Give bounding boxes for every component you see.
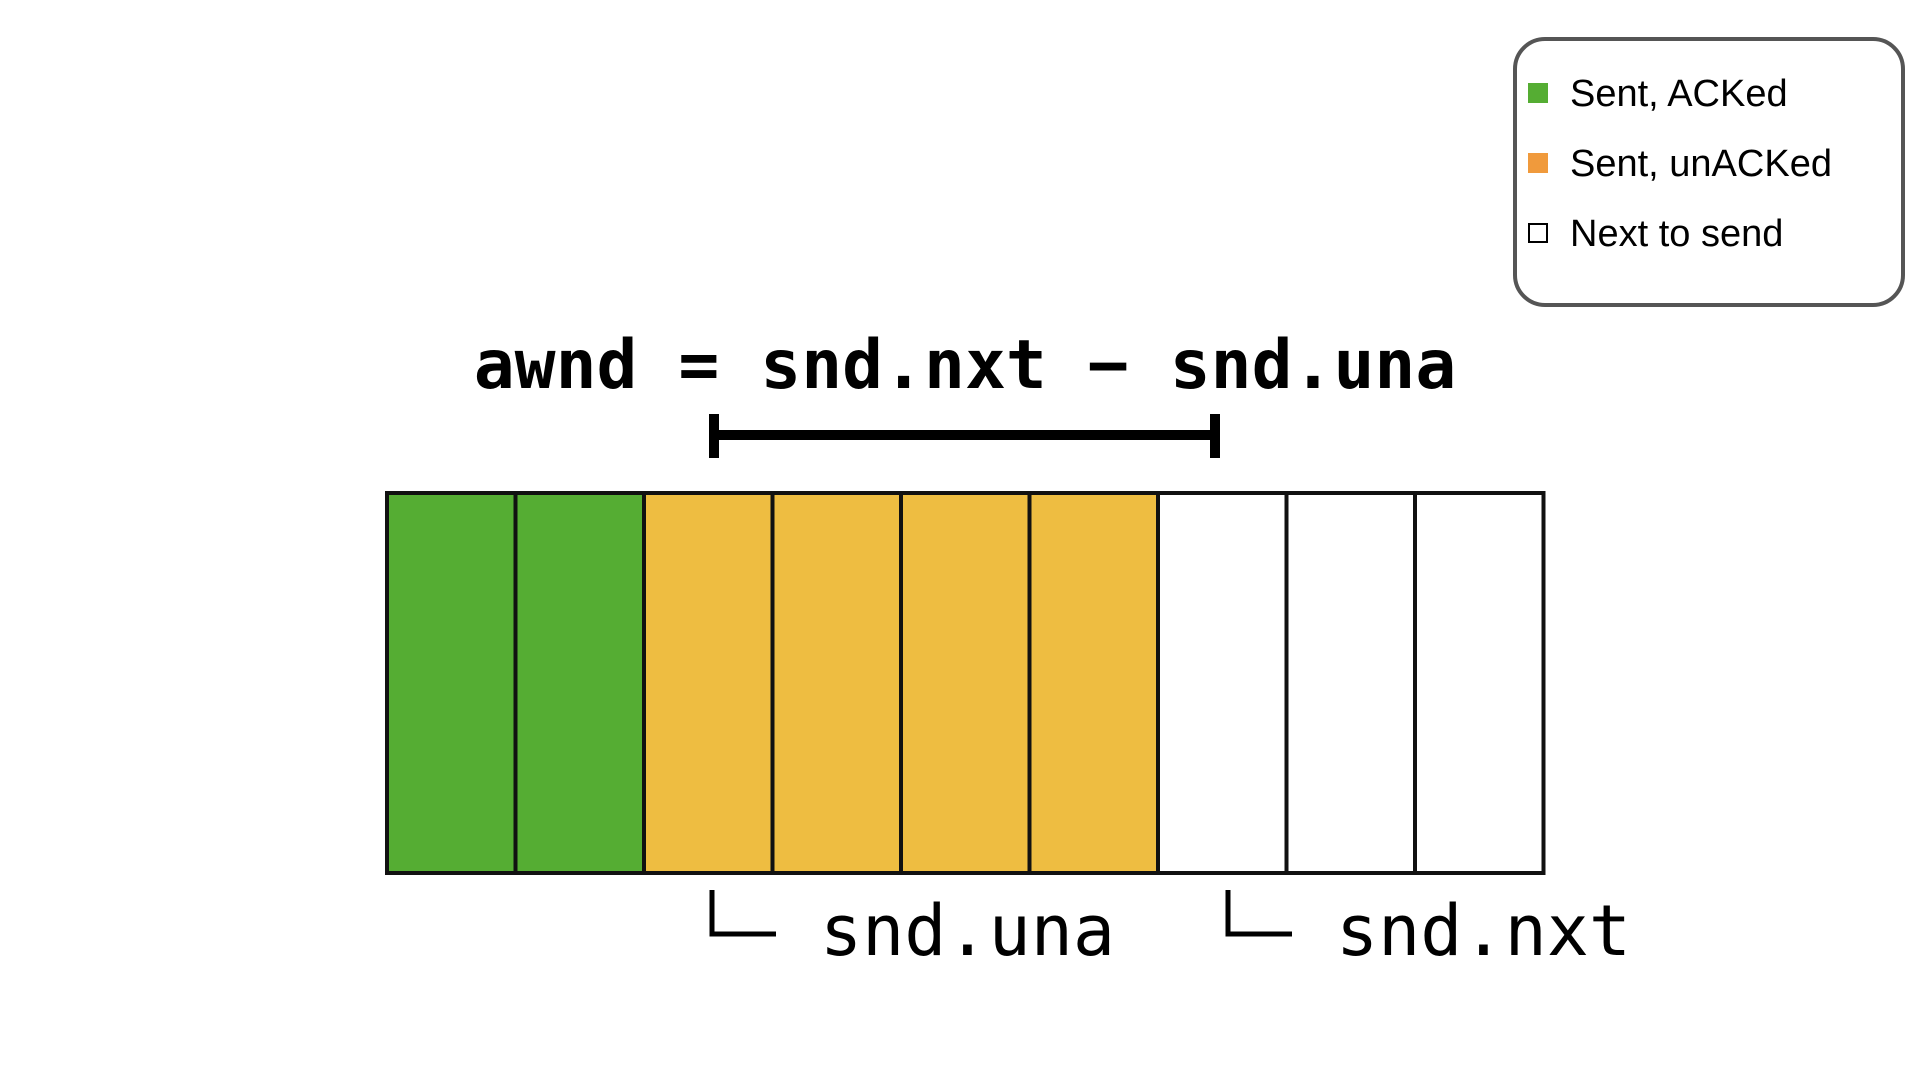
segment-next bbox=[1156, 491, 1289, 875]
pointer-nxt-arrow bbox=[1225, 890, 1292, 937]
pointer-nxt-label: snd.nxt bbox=[1336, 890, 1631, 972]
legend-swatch-unacked bbox=[1528, 153, 1548, 173]
pointer-nxt: snd.nxt bbox=[1225, 890, 1631, 972]
window-bracket bbox=[709, 414, 1220, 458]
pointer-una-arrow bbox=[709, 890, 776, 937]
segment-next bbox=[1413, 491, 1546, 875]
segment-unacked bbox=[642, 491, 775, 875]
formula-text: awnd = snd.nxt − snd.una bbox=[474, 326, 1457, 405]
segment-unacked bbox=[770, 491, 903, 875]
legend-label-next: Next to send bbox=[1570, 213, 1783, 255]
legend-swatch-acked bbox=[1528, 83, 1548, 103]
segment-row bbox=[385, 491, 1546, 875]
pointer-una: snd.una bbox=[709, 890, 1115, 972]
pointer-una-label: snd.una bbox=[820, 890, 1115, 972]
segment-acked bbox=[385, 491, 518, 875]
segment-unacked bbox=[1027, 491, 1160, 875]
segment-acked bbox=[513, 491, 646, 875]
segment-unacked bbox=[899, 491, 1032, 875]
legend-label-acked: Sent, ACKed bbox=[1570, 73, 1788, 115]
legend-box bbox=[1513, 37, 1905, 307]
legend: Sent, ACKed Sent, unACKed Next to send bbox=[1513, 37, 1905, 307]
legend-swatch-next bbox=[1528, 223, 1548, 243]
legend-label-unacked: Sent, unACKed bbox=[1570, 143, 1832, 185]
segment-next bbox=[1284, 491, 1417, 875]
